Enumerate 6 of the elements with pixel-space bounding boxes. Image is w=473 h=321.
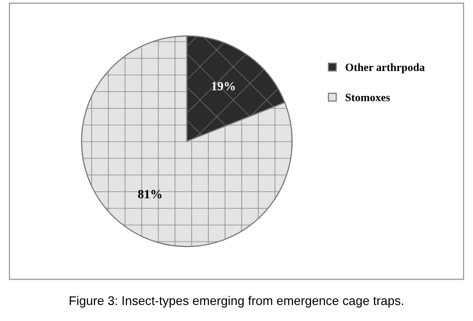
data-label: 81% — [138, 190, 162, 198]
legend-label: Other arthrpoda — [346, 63, 425, 74]
data-label: 19% — [212, 82, 235, 90]
legend-label: Stomoxes — [346, 94, 390, 102]
caption: Figure 3: Insect-types emerging from emergence cage traps. — [70, 296, 404, 308]
pie-slice — [82, 36, 292, 247]
